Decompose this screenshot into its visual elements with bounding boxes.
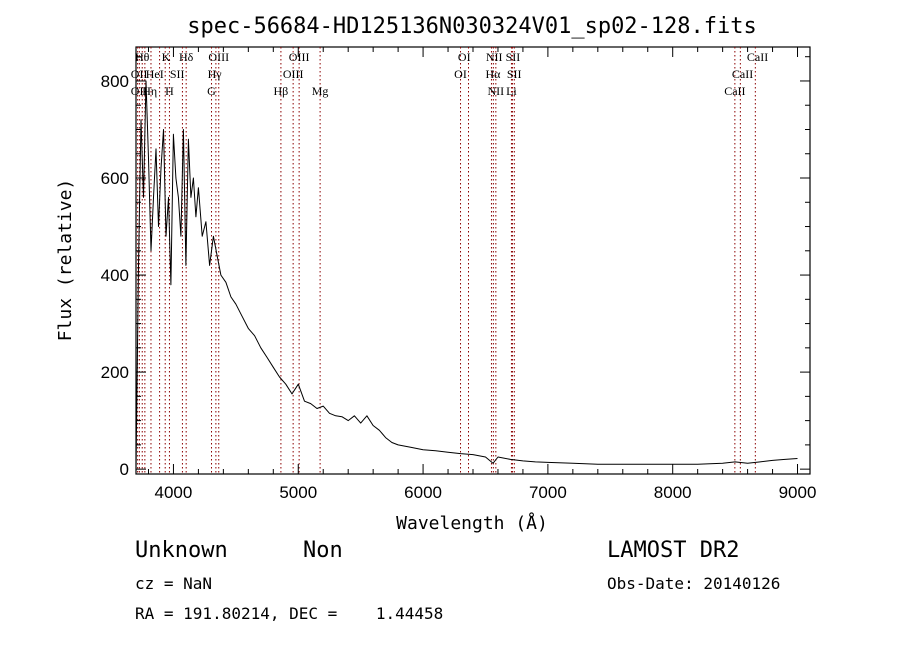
- line-markers: [137, 47, 756, 474]
- chart-title: spec-56684-HD125136N030324V01_sp02-128.f…: [187, 14, 757, 39]
- x-tick-label: 4000: [155, 483, 193, 502]
- line-marker-label: Li: [506, 84, 517, 98]
- cz-value: cz = NaN: [135, 574, 213, 593]
- y-tick-label: 0: [120, 460, 129, 479]
- line-marker-label: SII: [507, 67, 522, 81]
- object-name: Unknown: [135, 538, 228, 563]
- spectrum-line: [135, 80, 798, 470]
- line-marker-label: OIII: [289, 50, 310, 64]
- x-tick-label: 6000: [404, 483, 442, 502]
- x-tick-label: 5000: [279, 483, 317, 502]
- line-marker-label: OIII: [208, 50, 229, 64]
- y-tick-label: 400: [101, 266, 129, 285]
- line-marker-label: K: [162, 50, 171, 64]
- line-marker-label: Hα: [485, 67, 501, 81]
- x-tick-label: 7000: [529, 483, 567, 502]
- object-type: Non: [303, 538, 343, 563]
- plot-frame: [135, 46, 811, 475]
- survey-name: LAMOST DR2: [607, 538, 740, 563]
- line-marker-label: Hθ: [135, 50, 150, 64]
- y-tick-label: 800: [101, 72, 129, 91]
- line-marker-label: NII: [488, 84, 505, 98]
- line-marker-label: Hγ: [208, 67, 223, 81]
- line-marker-label: Hδ: [179, 50, 194, 64]
- line-marker-label: OI: [454, 67, 467, 81]
- line-marker-label: H: [165, 84, 174, 98]
- line-marker-label: OII: [131, 84, 148, 98]
- series-layer: [135, 80, 798, 470]
- line-marker-label: Hη: [142, 84, 157, 98]
- line-marker-label: Hβ: [274, 84, 289, 98]
- line-marker-label: OI: [458, 50, 471, 64]
- line-marker-label: OII: [131, 67, 148, 81]
- line-marker-label: NII: [486, 50, 503, 64]
- line-marker-label: G: [207, 84, 216, 98]
- line-marker-label: SII: [170, 67, 185, 81]
- line-marker-label: CaII: [732, 67, 753, 81]
- x-axis: 4000 5000 6000 7000 8000 9000: [147, 47, 817, 502]
- y-axis-label: Flux (relative): [55, 179, 76, 342]
- y-tick-label: 200: [101, 363, 129, 382]
- x-tick-label: 8000: [654, 483, 692, 502]
- y-tick-label: 600: [101, 169, 129, 188]
- line-marker-label: HeI: [146, 67, 164, 81]
- line-marker-label: OIII: [283, 67, 304, 81]
- y-axis: 0 200 400 600 800: [101, 56, 810, 479]
- coordinates: RA = 191.80214, DEC = 1.44458: [135, 604, 444, 623]
- line-marker-label: Mg: [312, 84, 329, 98]
- line-marker-label: CaII: [747, 50, 768, 64]
- line-marker-label: CaII: [724, 84, 745, 98]
- x-axis-label: Wavelength (Å): [396, 512, 548, 534]
- line-marker-label: SII: [506, 50, 521, 64]
- x-tick-label: 9000: [779, 483, 817, 502]
- obs-date: Obs-Date: 20140126: [607, 574, 781, 593]
